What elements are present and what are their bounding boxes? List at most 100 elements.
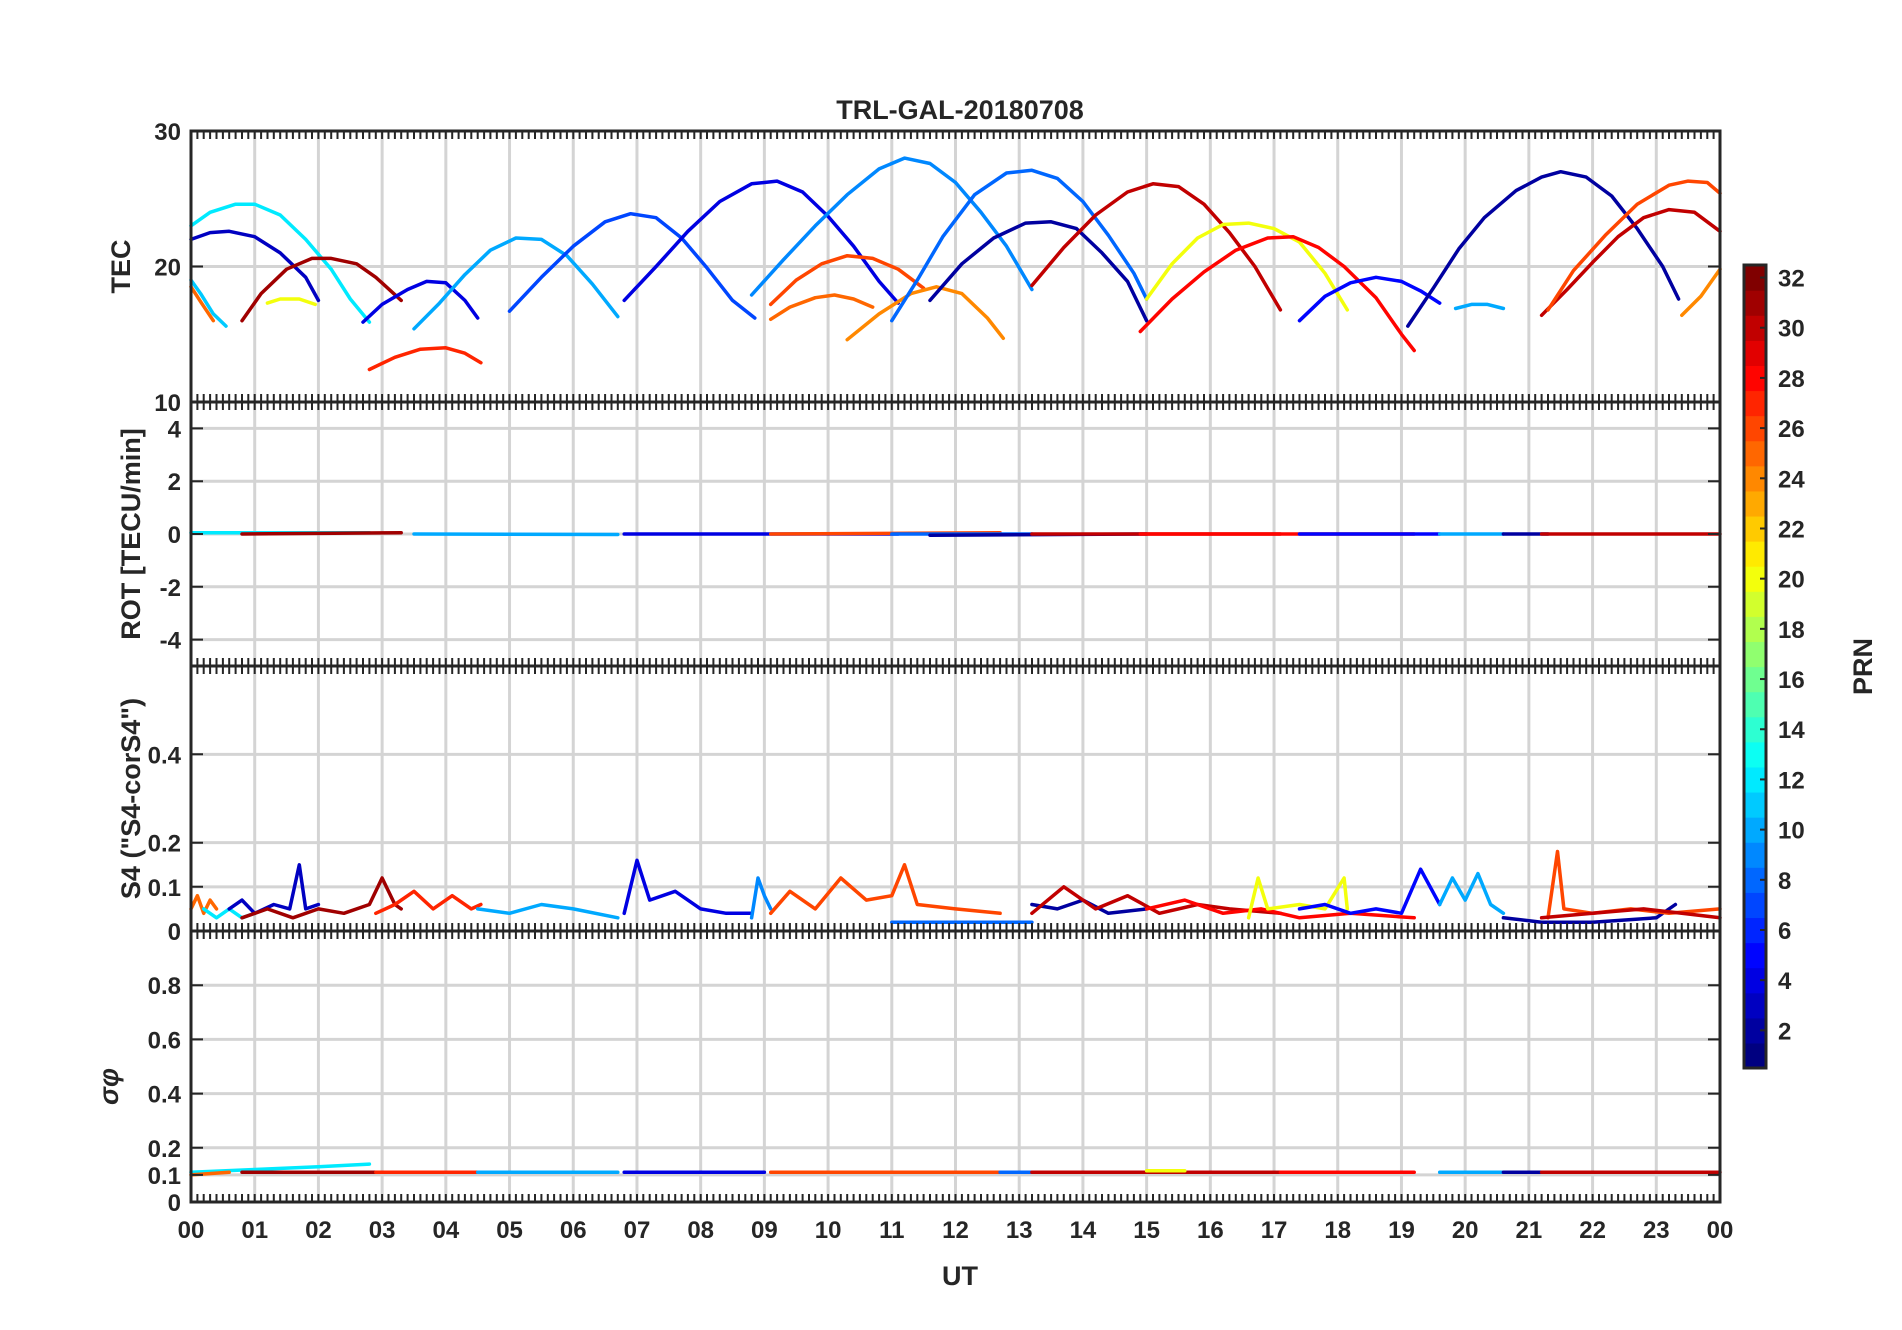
colorbar-swatch [1744, 817, 1766, 843]
colorbar-swatch [1744, 591, 1766, 617]
x-tick-label: 20 [1452, 1217, 1479, 1244]
y-tick-label: -2 [160, 575, 181, 602]
y-ticks [191, 984, 1720, 1203]
x-tick-label: 00 [1707, 1217, 1734, 1244]
x-tick-label: 22 [1579, 1217, 1606, 1244]
x-minor-ticks [190, 131, 1721, 402]
x-tick-label: 13 [1006, 1217, 1033, 1244]
colorbar-swatch [1744, 616, 1766, 643]
x-tick-label: 05 [496, 1217, 523, 1244]
colorbar-swatch [1744, 365, 1766, 392]
colorbar-tick-label: 22 [1778, 516, 1805, 543]
y-axis-title: TEC [106, 240, 136, 294]
colorbar-swatch [1744, 415, 1766, 442]
series-prn-2 [1406, 169, 1681, 328]
colorbar-swatch [1744, 390, 1766, 417]
y-ticks [191, 427, 1720, 641]
series-prn-9 [749, 876, 773, 920]
colorbar-swatch [1744, 942, 1766, 969]
colorbar-frame [1742, 263, 1768, 1070]
colorbar-swatch [1744, 867, 1766, 893]
x-tick-label: 17 [1261, 1217, 1288, 1244]
colorbar-swatch [1744, 892, 1766, 919]
x-tick-label: 23 [1643, 1217, 1670, 1244]
series-prn-20 [1144, 221, 1350, 312]
y-tick-label: 0.4 [148, 1082, 182, 1109]
x-tick-label: 07 [624, 1217, 651, 1244]
x-tick-label: 03 [369, 1217, 396, 1244]
x-tick-label: 00 [178, 1217, 205, 1244]
x-tick-label: 09 [751, 1217, 778, 1244]
colorbar-tick-label: 16 [1778, 667, 1805, 694]
panel-rot: -4 -2 0 2 4 ROT [TECU/min] [116, 400, 1722, 668]
x-axis-title: UT [942, 1261, 978, 1291]
colorbar-swatch [1744, 566, 1766, 592]
y-tick-label: 0.1 [148, 875, 181, 902]
colorbar-tick-label: 26 [1778, 416, 1805, 443]
series-prn-5 [1297, 867, 1442, 916]
series-prn-20 [265, 297, 317, 307]
x-tick-label: 10 [815, 1217, 842, 1244]
colorbar-tick-label: 24 [1778, 466, 1805, 493]
colorbar-swatch [1744, 666, 1766, 693]
colorbar-tick-label: 32 [1778, 266, 1805, 293]
x-tick-label: 04 [432, 1217, 459, 1244]
colorbar-tick-label: 8 [1778, 868, 1791, 895]
colorbar-swatch [1744, 967, 1766, 994]
colorbar-swatch [1744, 440, 1766, 467]
x-minor-ticks [190, 931, 1721, 1202]
series-prn-10 [1437, 871, 1506, 916]
colorbar-swatch [1744, 741, 1766, 768]
series-prn-10 [475, 902, 620, 920]
colorbar-tick-label: 30 [1778, 316, 1805, 343]
y-tick-label: 0.2 [148, 831, 181, 858]
y-tick-label: 10 [154, 390, 181, 417]
colorbar-swatch [1744, 992, 1766, 1019]
series-prn-5 [1297, 275, 1442, 323]
colorbar-swatch [1744, 1042, 1766, 1069]
y-tick-label: 0.8 [148, 973, 181, 1000]
series-prn-10 [412, 236, 620, 331]
colorbar-tick-label: 12 [1778, 767, 1805, 794]
x-tick-label: 02 [305, 1217, 332, 1244]
series-prn-25 [768, 293, 875, 322]
colorbar-title: PRN [1848, 638, 1878, 695]
y-tick-label: 0 [168, 522, 181, 549]
y-axis-title: σφ [94, 1068, 124, 1105]
y-tick-label: 2 [168, 469, 181, 496]
colorbar-swatch [1744, 265, 1766, 291]
series-prn-31 [240, 876, 403, 920]
x-tick-label: 18 [1324, 1217, 1351, 1244]
x-tick-label: 01 [241, 1217, 268, 1244]
y-tick-label: 0 [168, 1190, 181, 1217]
colorbar-tick-label: 10 [1778, 818, 1805, 845]
series-prn-4 [622, 858, 754, 916]
series-prn-12 [189, 202, 372, 324]
series-prn-10 [412, 532, 620, 537]
colorbar-swatch [1744, 541, 1766, 567]
x-tick-label: 12 [942, 1217, 969, 1244]
series-prn-28 [1138, 234, 1416, 353]
colorbar-swatch [1744, 315, 1766, 341]
colorbar-swatch [1744, 691, 1766, 718]
colorbar-swatch [1744, 290, 1766, 316]
panel-tec: 10 20 30 TEC [106, 119, 1722, 417]
y-tick-label: 0.1 [148, 1163, 181, 1190]
x-tick-label: 14 [1070, 1217, 1097, 1244]
y-tick-label: 0.6 [148, 1027, 181, 1054]
series-prn-30 [1539, 907, 1722, 920]
series-prn-26 [1546, 179, 1722, 312]
series-prn-26 [768, 863, 1002, 916]
y-tick-label: 20 [154, 255, 181, 282]
x-tick-label: 08 [687, 1217, 714, 1244]
series-prn-2 [928, 220, 1149, 323]
series-prn-25 [189, 285, 216, 323]
y-axis-title: ROT [TECU/min] [116, 428, 146, 639]
colorbar-swatch [1744, 465, 1766, 492]
colorbar-swatch [1744, 917, 1766, 944]
y-tick-label: -4 [160, 628, 182, 655]
colorbar-swatch [1744, 490, 1766, 517]
